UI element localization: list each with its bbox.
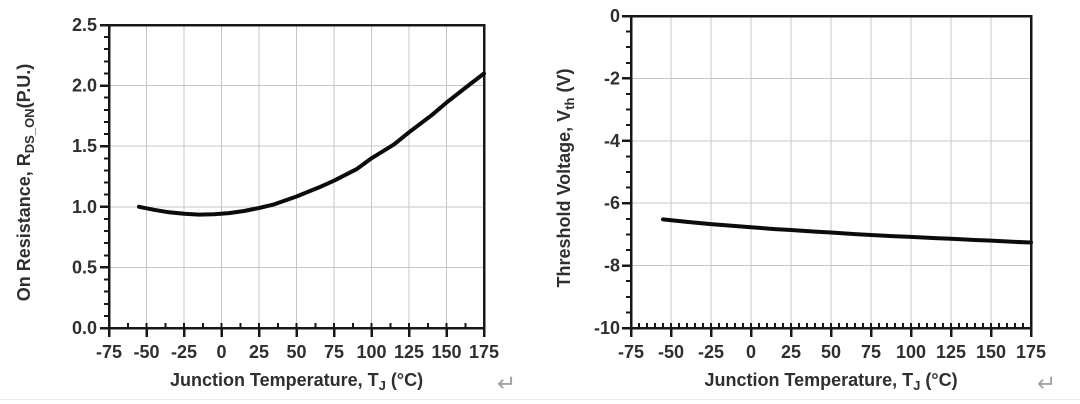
x-tick-label: 125 — [394, 342, 424, 362]
y-axis-title: Threshold Voltage, Vth (V) — [554, 69, 577, 288]
threshold-voltage-chart: -75 -50 -25 0 25 50 75 100 125 150 175 0 -2 -4 -6 -8 -10… — [554, 6, 1046, 393]
series-line — [661, 217, 1033, 245]
plot-frame — [629, 14, 1033, 330]
y-tick-label: -8 — [604, 256, 620, 276]
axis-title-subscript: DS_ON — [22, 108, 37, 153]
y-tick-label: -6 — [604, 193, 620, 213]
axis-title-segment: Junction Temperature, T — [704, 370, 913, 390]
y-tick-label: 2.0 — [72, 76, 97, 96]
x-tick-label: 50 — [821, 342, 841, 362]
x-tick-label: 25 — [781, 342, 801, 362]
x-tick-label: 175 — [469, 342, 499, 362]
x-tick-label: 175 — [1016, 342, 1046, 362]
y-axis-title: On Resistance, RDS_ON(P.U.) — [14, 64, 37, 302]
y-tick-label: 0.5 — [72, 257, 97, 277]
x-tick-label: 150 — [431, 342, 461, 362]
axis-title-segment: Threshold Voltage, V — [554, 110, 574, 288]
axis-title-segment: (°C) — [920, 370, 957, 390]
plot-frame — [107, 23, 486, 330]
x-tick-label: 0 — [746, 342, 756, 362]
series-line — [137, 71, 486, 217]
x-tick-label: -75 — [618, 342, 644, 362]
x-axis-title: Junction Temperature, TJ (°C) — [170, 370, 423, 393]
y-tick-label: -10 — [594, 318, 620, 338]
x-tick-label: 100 — [896, 342, 926, 362]
y-tick-label: -2 — [604, 68, 620, 88]
x-tick-label: -25 — [171, 342, 197, 362]
y-tick-label: -4 — [604, 131, 620, 151]
on-resistance-chart: -75 -50 -25 0 25 50 75 100 125 150 175 0.0 0.5 1.0 1.5… — [14, 15, 499, 393]
axis-title-segment: (°C) — [386, 370, 423, 390]
y-tick-label: 0 — [610, 6, 620, 26]
x-tick-label: -25 — [698, 342, 724, 362]
axis-title-segment: (P.U.) — [14, 64, 34, 109]
x-tick-label: -50 — [658, 342, 684, 362]
x-tick-label: -75 — [96, 342, 122, 362]
x-tick-label: 75 — [324, 342, 344, 362]
axis-title-segment: Junction Temperature, T — [170, 370, 379, 390]
y-tick-label: 1.5 — [72, 136, 97, 156]
x-tick-label: 125 — [936, 342, 966, 362]
x-tick-label: 75 — [861, 342, 881, 362]
x-axis-title: Junction Temperature, TJ (°C) — [704, 370, 957, 393]
axis-title-subscript: J — [913, 378, 920, 393]
paragraph-return-mark: ↵ — [1037, 370, 1057, 396]
axis-title-segment: On Resistance, R — [14, 153, 34, 301]
paragraph-return-mark: ↵ — [497, 370, 517, 396]
axis-title-segment: (V) — [554, 69, 574, 98]
axis-title-subscript: th — [562, 97, 577, 109]
axis-title-subscript: J — [379, 378, 386, 393]
x-tick-label: -50 — [133, 342, 159, 362]
x-tick-label: 0 — [216, 342, 226, 362]
x-tick-label: 25 — [249, 342, 269, 362]
y-tick-label: 2.5 — [72, 15, 97, 35]
y-tick-label: 1.0 — [72, 197, 97, 217]
x-tick-label: 100 — [356, 342, 386, 362]
x-tick-label: 50 — [286, 342, 306, 362]
y-tick-label: 0.0 — [72, 318, 97, 338]
x-tick-label: 150 — [976, 342, 1006, 362]
page-divider-rule — [0, 399, 1080, 400]
